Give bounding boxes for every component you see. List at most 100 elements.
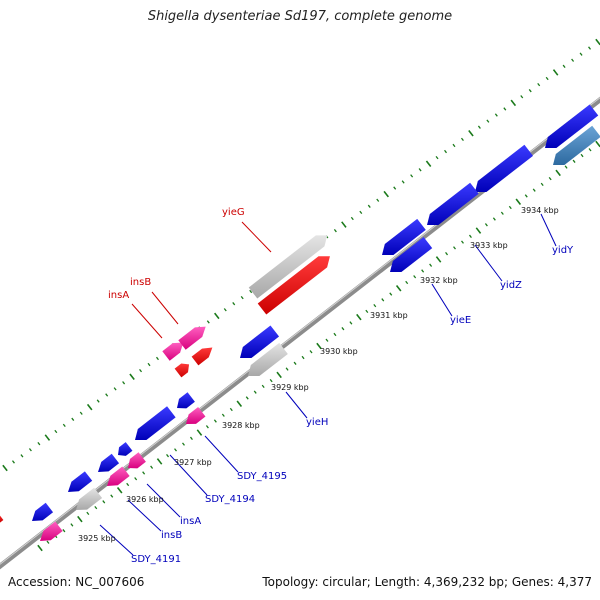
outer-tick [503,107,507,111]
outer-tick [206,320,210,324]
inner-tick [381,298,385,302]
outer-tick [96,399,100,403]
outer-tick [510,99,517,107]
inner-tick [37,544,43,552]
gene-feature-gray[interactable] [76,487,103,510]
gene-feature-insB[interactable] [107,466,130,486]
gene-feature-yieE[interactable] [390,237,433,273]
gene-label[interactable]: yieE [450,315,471,326]
inner-tick [356,313,362,321]
gene-labels[interactable]: yieGinsBinsAyidYyidZyieEyieHSDY_4195SDY_… [108,207,574,565]
outer-tick [562,64,566,69]
inner-tick [500,211,504,215]
inner-tick [134,477,138,481]
accession-text: Accession: NC_007606 [8,575,145,589]
leader-line [540,213,557,247]
inner-tick [261,384,265,389]
gene-feature-insA[interactable] [162,342,184,361]
outer-tick [571,58,575,62]
outer-tick [468,130,474,137]
gene-label[interactable]: yieG [222,207,245,218]
inner-tick [269,378,273,383]
outer-tick [350,216,354,221]
outer-tick [105,393,109,397]
outer-tick [410,174,414,178]
gene-label[interactable]: insB [130,277,151,288]
gene-label[interactable]: yieH [306,417,328,428]
outer-tick [545,76,549,81]
outer-tick [486,119,490,123]
scale-tick-label: 3932 kbp [420,276,458,285]
gene-feature-gray[interactable] [248,342,288,377]
gene-feature-SDY_4194[interactable] [98,453,120,472]
outer-tick [54,429,58,434]
gene-feature-SDY_4195[interactable] [135,406,176,441]
gene-feature-yieH[interactable] [240,325,280,359]
outer-tick [460,137,464,142]
inner-tick [572,159,576,163]
inner-tick [77,515,83,523]
gene-label[interactable]: insB [161,530,182,541]
gene-feature[interactable] [0,512,4,523]
outer-tick [214,312,220,320]
outer-tick [71,417,75,421]
gene-feature-gray[interactable] [248,235,328,299]
outer-tick [341,221,347,228]
inner-tick [389,292,393,296]
scale-tick-label: 3933 kbp [470,241,508,250]
inner-tick [445,251,449,256]
gene-feature-yidZ[interactable] [475,144,534,193]
gene-feature[interactable] [177,392,195,409]
inner-tick [460,240,464,244]
inner-tick [325,338,329,342]
outer-tick [11,460,15,464]
gene-feature-red[interactable] [191,347,213,366]
leader-line [151,291,179,325]
gene-feature[interactable] [427,182,479,226]
gene-feature[interactable] [68,471,93,492]
leader-line [241,221,272,253]
inner-tick [548,176,552,181]
inner-tick [555,169,561,177]
outer-tick [401,180,405,184]
inner-tick [205,425,209,429]
gene-label[interactable]: insA [180,516,201,527]
gene-feature-insB[interactable] [178,326,206,350]
feature-layer[interactable] [0,104,600,541]
inner-tick [405,280,409,285]
outer-tick [223,308,227,312]
gene-feature[interactable] [40,521,63,541]
inner-tick [316,342,322,350]
gene-feature-steel[interactable] [553,125,600,166]
gene-feature[interactable] [118,442,133,456]
gene-label[interactable]: SDY_4191 [131,554,181,565]
inner-tick [253,390,257,394]
gene-label[interactable]: SDY_4194 [205,494,255,505]
outer-tick [477,125,481,129]
gene-label[interactable]: insA [108,290,129,301]
gene-feature-yidY[interactable] [545,104,599,149]
inner-tick [468,234,472,239]
gene-feature-insA[interactable] [128,452,146,469]
outer-tick [139,368,143,373]
gene-label[interactable]: yidY [552,245,574,256]
outer-tick [452,143,456,148]
gene-feature-SDY_4191[interactable] [32,502,54,521]
inner-tick [70,523,74,527]
leader-line [431,283,453,317]
gene-feature[interactable] [186,407,206,424]
inner-tick [515,198,522,205]
outer-tick [232,302,236,306]
gene-feature-yieG[interactable] [257,256,330,315]
gene-feature[interactable] [382,218,426,256]
gene-label[interactable]: SDY_4195 [237,471,287,482]
gene-label[interactable]: yidZ [500,280,522,291]
outer-tick [20,454,24,458]
inner-tick [150,465,154,469]
outer-tick [595,38,600,46]
inner-tick [301,355,305,360]
gene-feature-red-small[interactable] [174,363,190,378]
inner-tick [365,309,369,314]
inner-tick [333,332,337,337]
